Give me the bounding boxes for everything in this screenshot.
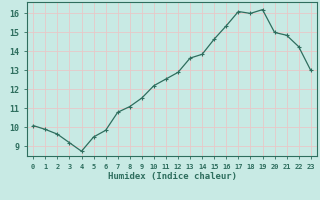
X-axis label: Humidex (Indice chaleur): Humidex (Indice chaleur)	[108, 172, 236, 181]
